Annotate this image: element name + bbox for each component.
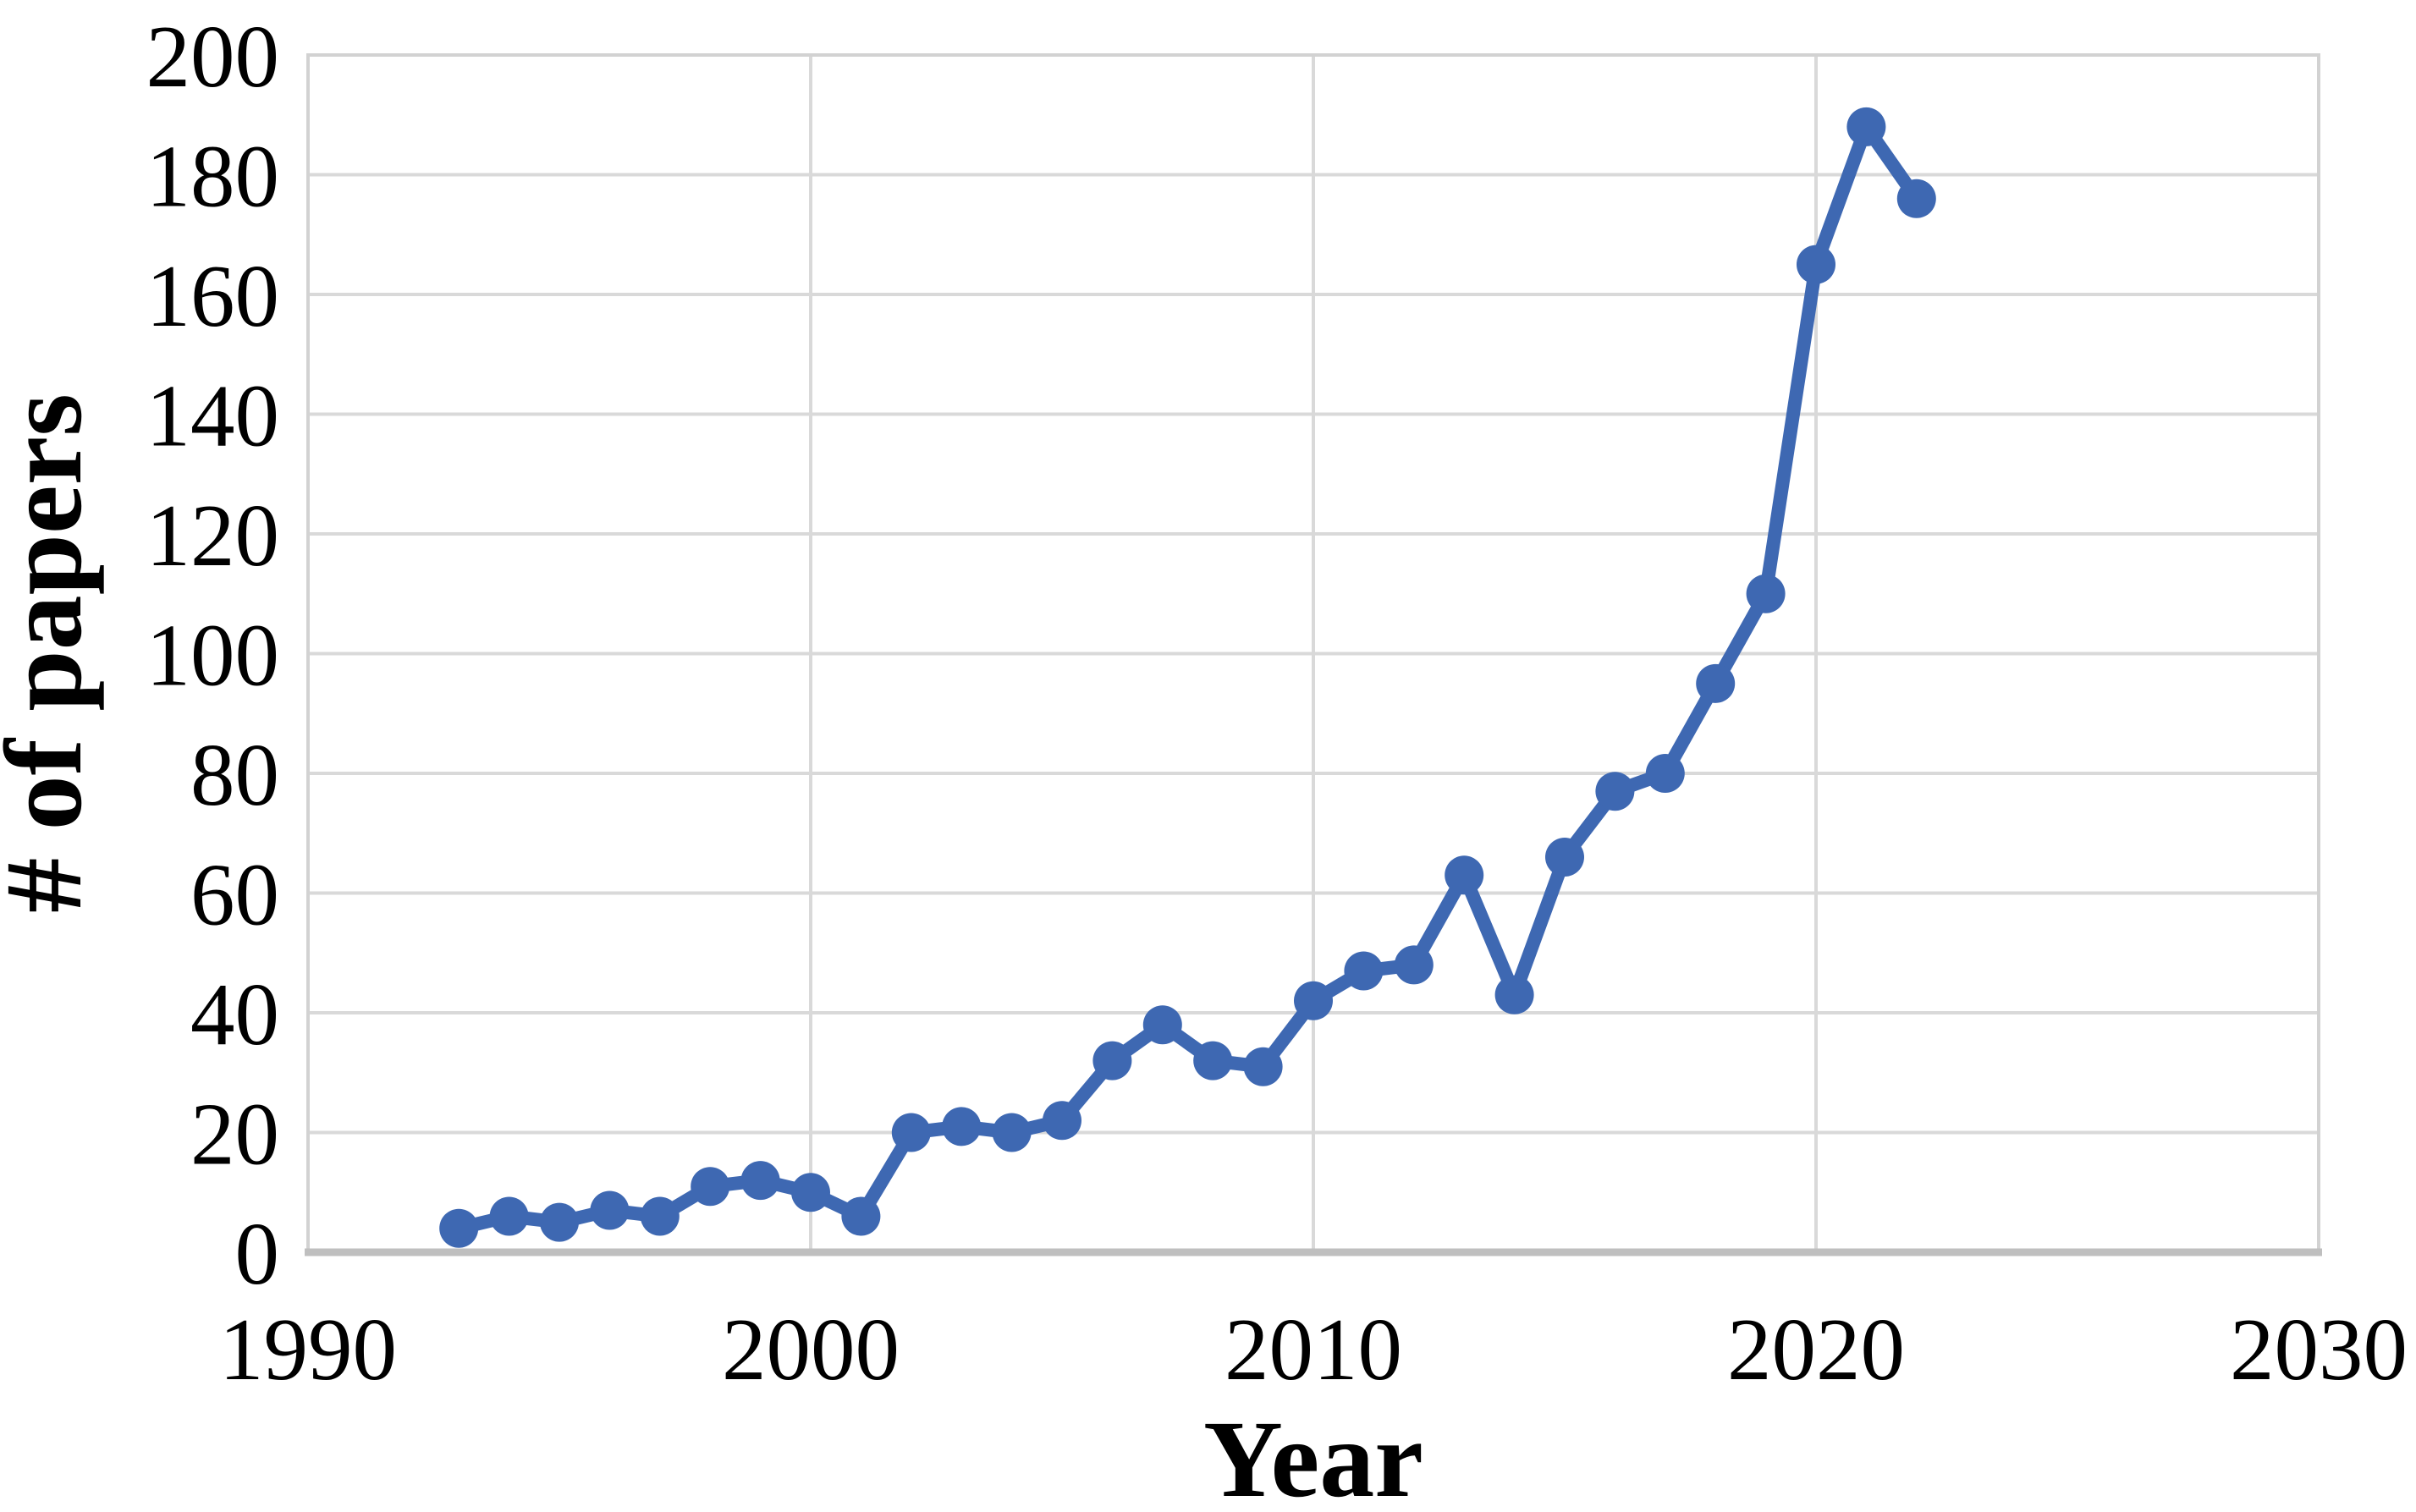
data-point [1092, 1041, 1132, 1080]
data-point [439, 1208, 479, 1248]
y-tick-label: 0 [235, 1204, 280, 1303]
y-tick-label: 60 [190, 844, 279, 943]
x-tick-label: 2020 [1727, 1300, 1905, 1399]
y-tick-label: 100 [146, 605, 280, 704]
data-point [1896, 179, 1936, 218]
data-point [1846, 107, 1886, 146]
y-tick-label: 140 [146, 366, 280, 465]
data-point [691, 1167, 730, 1207]
data-point [740, 1161, 780, 1201]
data-point [791, 1173, 830, 1212]
data-point [640, 1196, 680, 1236]
plot-frame [305, 53, 2322, 1256]
y-tick-label: 120 [146, 486, 280, 585]
y-axis-tick-labels: 0 20 40 60 80 100 120 140 160 180 200 [146, 7, 280, 1303]
data-series [439, 107, 1936, 1248]
data-point [942, 1107, 982, 1146]
data-point [992, 1113, 1032, 1152]
x-tick-label: 1990 [219, 1300, 397, 1399]
y-tick-label: 80 [190, 725, 279, 824]
data-point [1394, 945, 1434, 985]
data-point [1043, 1101, 1081, 1141]
y-tick-label: 200 [146, 7, 280, 106]
data-point [590, 1190, 630, 1230]
data-point [540, 1202, 579, 1242]
x-tick-label: 2000 [722, 1300, 900, 1399]
data-point [1494, 975, 1534, 1014]
gridlines [306, 53, 2320, 1252]
y-tick-label: 160 [146, 246, 280, 345]
y-tick-label: 20 [190, 1084, 279, 1183]
data-point [1595, 772, 1635, 811]
data-point [1294, 981, 1333, 1020]
y-tick-label: 180 [146, 126, 280, 225]
data-point [891, 1113, 931, 1152]
x-axis-title: Year [1203, 1399, 1423, 1512]
x-axis-tick-labels: 1990 2000 2010 2020 2030 [219, 1300, 2408, 1399]
data-point [1193, 1041, 1233, 1080]
data-point [1645, 754, 1685, 793]
y-axis-title: # of papers [0, 393, 105, 913]
data-point [489, 1196, 529, 1236]
data-point [1696, 663, 1736, 703]
data-point [841, 1196, 881, 1236]
data-point [1243, 1047, 1283, 1086]
data-point [1545, 838, 1584, 877]
x-tick-label: 2030 [2230, 1300, 2408, 1399]
x-tick-label: 2010 [1225, 1300, 1402, 1399]
data-point [1746, 574, 1786, 613]
data-point [1797, 245, 1835, 284]
data-point [1445, 855, 1484, 895]
y-tick-label: 40 [190, 965, 279, 1064]
data-point [1344, 951, 1384, 991]
data-point [1142, 1005, 1182, 1045]
